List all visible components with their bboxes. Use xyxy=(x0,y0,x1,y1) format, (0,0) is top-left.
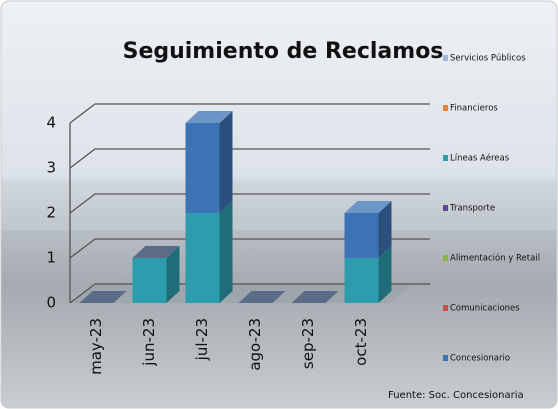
bar-front xyxy=(185,213,220,303)
bar-segment xyxy=(238,291,286,303)
legend-label: Concesionario xyxy=(450,354,510,364)
bar-front xyxy=(132,258,167,303)
background-band xyxy=(1,180,557,230)
bar-segment xyxy=(344,201,392,258)
bar-segment xyxy=(185,201,233,303)
bar-top xyxy=(291,291,339,303)
bar-side xyxy=(378,246,392,303)
bar-top xyxy=(185,111,233,123)
bar-segment xyxy=(185,111,233,213)
x-tick-label: sep-23 xyxy=(299,318,317,369)
legend-swatch xyxy=(443,305,448,311)
x-tick-label: jun-23 xyxy=(140,318,158,367)
legend: Servicios Públicos Financieros Líneas Aére… xyxy=(443,54,540,364)
grid-line xyxy=(69,103,430,124)
bar-top xyxy=(132,246,180,258)
legend-label: Líneas Aéreas xyxy=(450,153,510,164)
x-tick-label: ago-23 xyxy=(246,318,264,371)
legend-swatch xyxy=(443,255,448,261)
bars xyxy=(79,111,392,303)
legend-swatch xyxy=(443,155,448,161)
bar-segment xyxy=(79,291,127,303)
legend-label: Comunicaciones xyxy=(450,304,520,314)
grid-line xyxy=(69,148,430,169)
bar-top xyxy=(238,291,286,303)
legend-swatch xyxy=(443,105,448,111)
bar-segment xyxy=(132,246,180,258)
bar-front xyxy=(185,123,220,213)
bar-top xyxy=(79,291,127,303)
bar-side xyxy=(219,201,233,303)
bar-side xyxy=(166,246,180,303)
legend-swatch xyxy=(443,355,448,361)
y-tick-label: 1 xyxy=(46,249,56,267)
y-tick-label: 2 xyxy=(46,204,56,222)
x-tick-label: may-23 xyxy=(87,318,105,375)
y-tick-label: 3 xyxy=(46,159,56,177)
x-tick-label: jul-23 xyxy=(193,318,211,361)
bar-side xyxy=(378,201,392,258)
source-note: Fuente: Soc. Concesionaria xyxy=(388,390,524,401)
grid-line xyxy=(69,193,430,214)
y-tick-label: 4 xyxy=(46,114,56,132)
legend-label: Transporte xyxy=(449,204,495,214)
bar-side xyxy=(219,111,233,213)
axes: 0 1 2 3 4 may-23 jun-23 jul-23 ago-23 sep-23 oct-2… xyxy=(46,114,370,375)
chart-title: Seguimiento de Reclamos xyxy=(123,39,444,64)
legend-label: Alimentación y Retail xyxy=(450,253,540,264)
grid-line xyxy=(69,238,430,259)
bar-segment xyxy=(291,291,339,303)
legend-swatch xyxy=(443,55,448,61)
bar-front xyxy=(344,258,379,303)
y-tick-label: 0 xyxy=(46,294,56,312)
bar-top xyxy=(344,201,392,213)
legend-label: Financieros xyxy=(450,104,498,114)
bar-front xyxy=(344,213,379,258)
grid-line xyxy=(69,283,430,304)
legend-swatch xyxy=(443,205,448,211)
x-tick-label: oct-23 xyxy=(352,318,370,366)
legend-label: Servicios Públicos xyxy=(450,54,526,64)
